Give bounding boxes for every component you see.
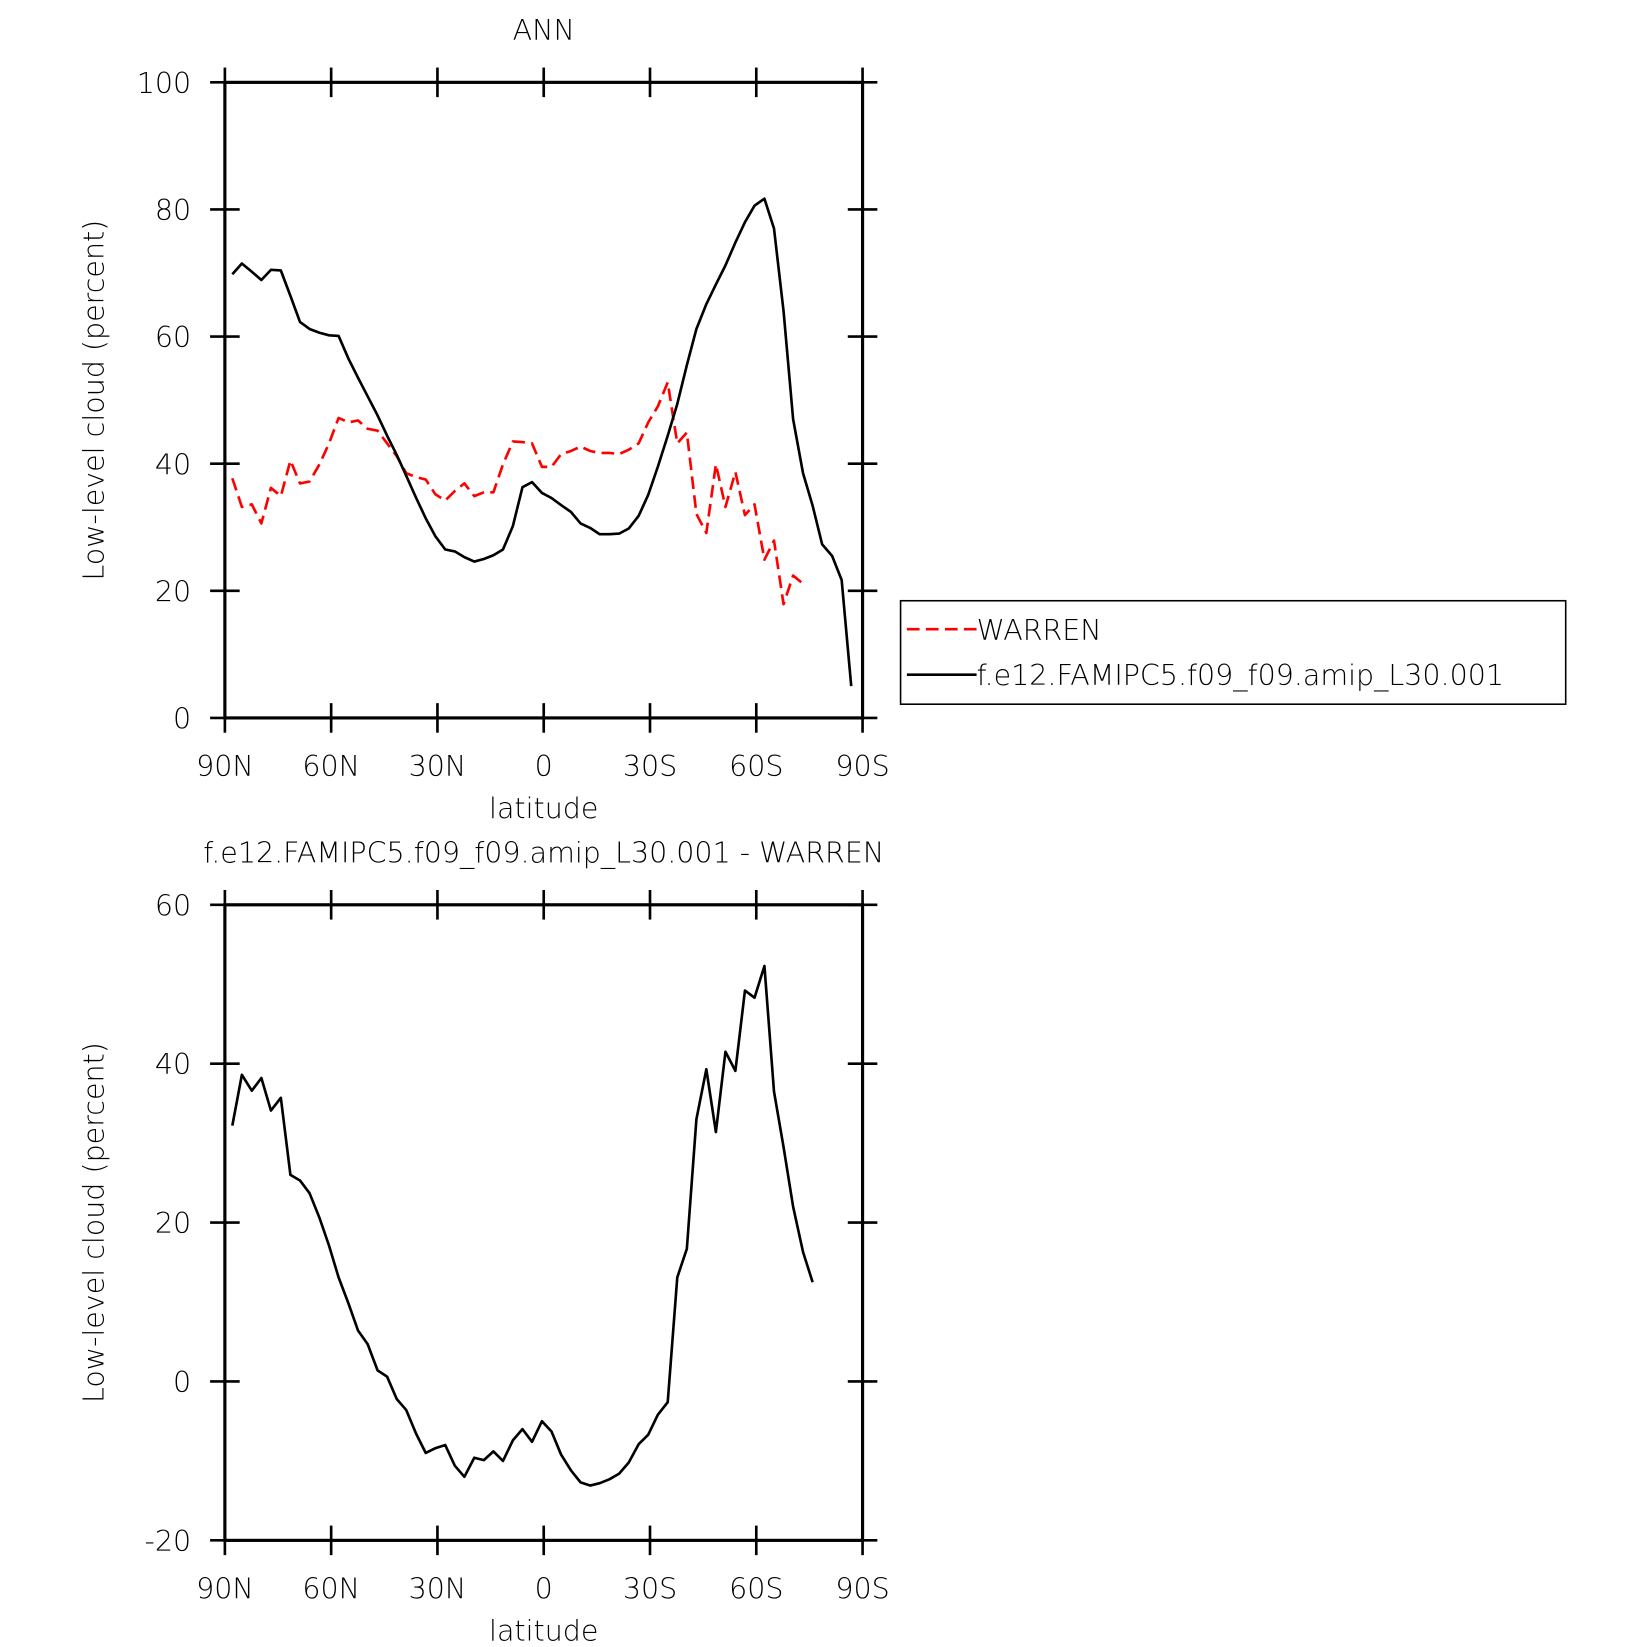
legend-label: f.e12.FAMIPC5.f09_f09.amip_L30.001	[977, 659, 1504, 693]
y-tick-label: 20	[155, 1207, 191, 1240]
x-tick-label: 60S	[729, 1572, 783, 1605]
chart-title: f.e12.FAMIPC5.f09_f09.amip_L30.001 - WAR…	[203, 837, 884, 871]
y-tick-label: 40	[155, 448, 191, 481]
x-tick-label: 30N	[409, 750, 467, 783]
x-tick-label: 30S	[623, 750, 677, 783]
y-tick-label: 20	[155, 575, 191, 608]
data-line	[231, 197, 853, 687]
x-axis-label: latitude	[489, 792, 598, 825]
y-tick-label: 100	[137, 67, 191, 100]
x-tick-label: 90N	[196, 1572, 254, 1605]
y-tick-label: -20	[145, 1525, 192, 1558]
chart-title: ANN	[513, 14, 575, 47]
x-tick-label: 60N	[302, 1572, 360, 1605]
x-tick-label: 90N	[196, 750, 254, 783]
x-tick-label: 60N	[302, 750, 360, 783]
legend-label: WARREN	[977, 614, 1102, 647]
plot-frame	[223, 903, 865, 1542]
y-tick-label: 0	[173, 702, 191, 735]
x-tick-label: 90S	[835, 1572, 889, 1605]
x-tick-label: 0	[535, 1572, 553, 1605]
y-tick-label: 80	[155, 194, 191, 227]
data-line	[231, 381, 804, 606]
y-axis-label: Low-level cloud (percent)	[77, 220, 110, 581]
plot-frame	[223, 80, 865, 720]
x-tick-label: 60S	[729, 750, 783, 783]
data-line	[231, 964, 814, 1487]
y-tick-label: 60	[155, 321, 191, 354]
x-tick-label: 30S	[623, 1572, 677, 1605]
legend-box	[899, 599, 1567, 705]
x-tick-label: 30N	[409, 1572, 467, 1605]
x-tick-label: 90S	[835, 750, 889, 783]
x-axis-label: latitude	[489, 1615, 598, 1647]
y-tick-label: 0	[173, 1366, 191, 1399]
x-tick-label: 0	[535, 750, 553, 783]
y-tick-label: 40	[155, 1048, 191, 1081]
y-tick-label: 60	[155, 889, 191, 922]
y-axis-label: Low-level cloud (percent)	[77, 1042, 110, 1403]
